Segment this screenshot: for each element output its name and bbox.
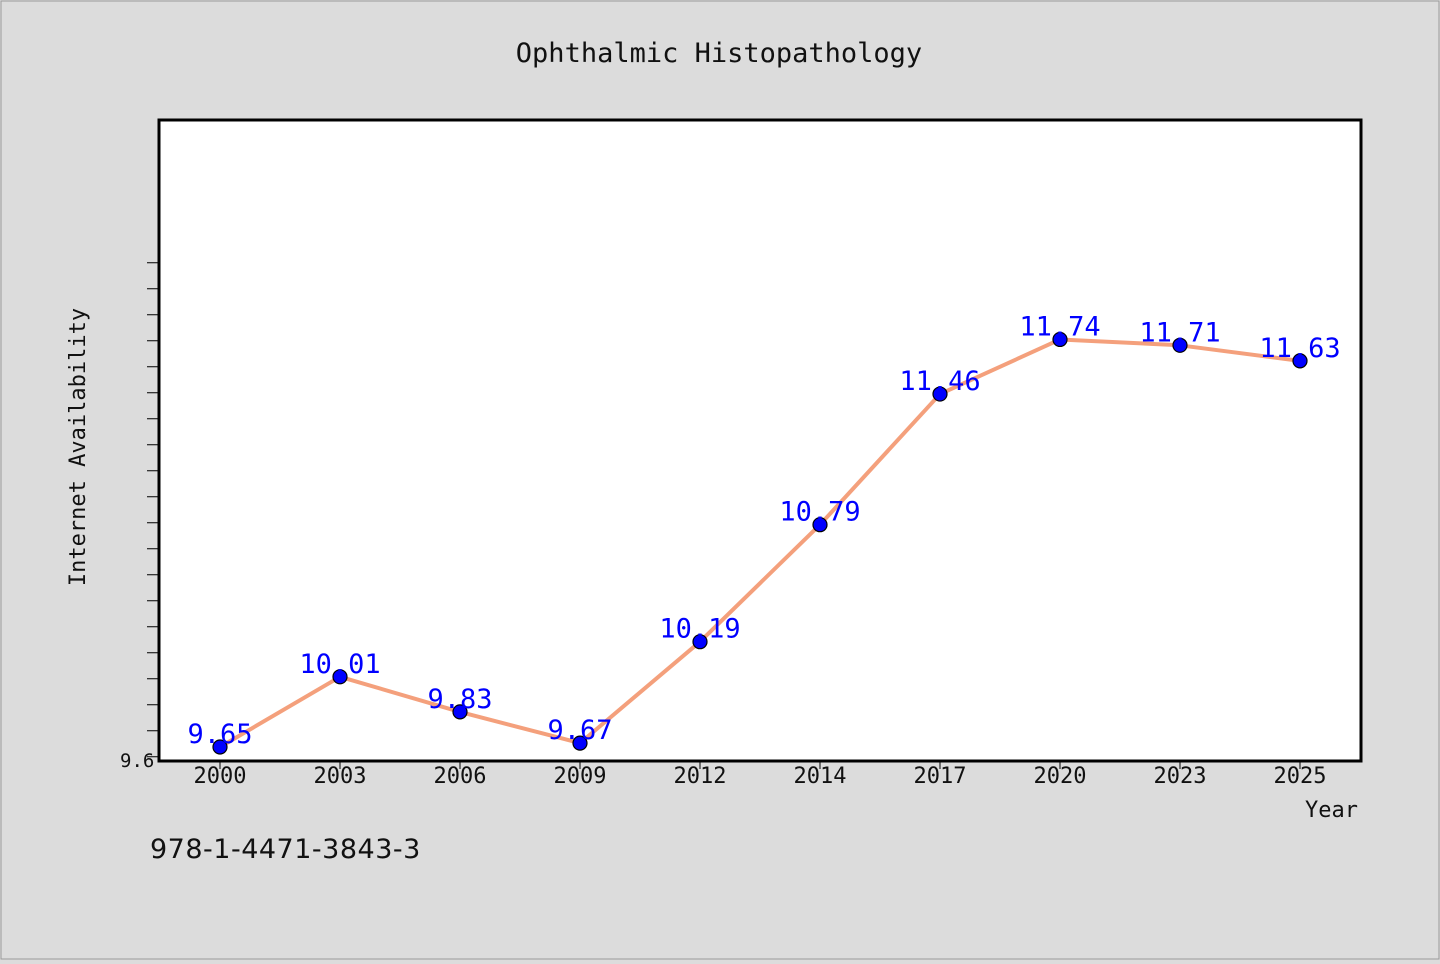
x-tick-label: 2014 bbox=[794, 764, 847, 789]
y-axis-ticks bbox=[147, 262, 159, 758]
y-tick-label: 9.6 bbox=[120, 750, 154, 772]
x-tick-label: 2009 bbox=[554, 764, 607, 789]
x-tick-label: 2006 bbox=[434, 764, 487, 789]
data-label: 11.74 bbox=[1019, 311, 1100, 342]
x-tick-label: 2020 bbox=[1034, 764, 1087, 789]
data-label: 10.79 bbox=[779, 497, 860, 528]
data-point bbox=[1172, 337, 1188, 353]
x-tick-label: 2003 bbox=[314, 764, 367, 789]
data-point bbox=[1292, 353, 1308, 369]
chart-title: Ophthalmic Histopathology bbox=[516, 38, 922, 69]
data-label: 10.19 bbox=[659, 614, 740, 645]
data-point bbox=[572, 735, 588, 751]
x-tick-label: 2000 bbox=[194, 764, 247, 789]
x-axis-label: Year bbox=[1305, 798, 1358, 823]
data-point bbox=[932, 386, 948, 402]
data-label: 9.65 bbox=[187, 719, 252, 750]
plot-area bbox=[157, 118, 1363, 763]
data-point bbox=[212, 739, 228, 755]
data-point bbox=[1052, 331, 1068, 348]
data-label: 9.83 bbox=[427, 684, 492, 715]
x-tick-label: 2012 bbox=[674, 764, 727, 789]
x-axis: 2000 2003 2006 2009 2012 2014 2017 2020 2023 2025 bbox=[194, 761, 1327, 789]
data-label: 11.71 bbox=[1139, 317, 1220, 348]
data-label: 10.01 bbox=[299, 649, 380, 680]
series-line bbox=[218, 337, 1302, 749]
data-point bbox=[812, 517, 828, 533]
y-axis-label: Internet Availability bbox=[66, 308, 91, 586]
series-layer: 9.65 10.01 9.83 9.67 10.19 10.79 11.46 11.74 11.… bbox=[187, 311, 1341, 755]
data-point bbox=[332, 669, 348, 685]
x-tick-label: 2017 bbox=[914, 764, 967, 789]
isbn-text: 978-1-4471-3843-3 bbox=[150, 834, 421, 865]
data-point bbox=[692, 634, 708, 650]
data-label: 9.67 bbox=[547, 715, 612, 746]
x-tick-label: 2023 bbox=[1154, 764, 1207, 789]
data-point bbox=[452, 704, 468, 720]
data-label: 11.46 bbox=[899, 366, 980, 397]
x-tick-label: 2025 bbox=[1274, 764, 1327, 789]
data-label: 11.63 bbox=[1259, 333, 1340, 364]
